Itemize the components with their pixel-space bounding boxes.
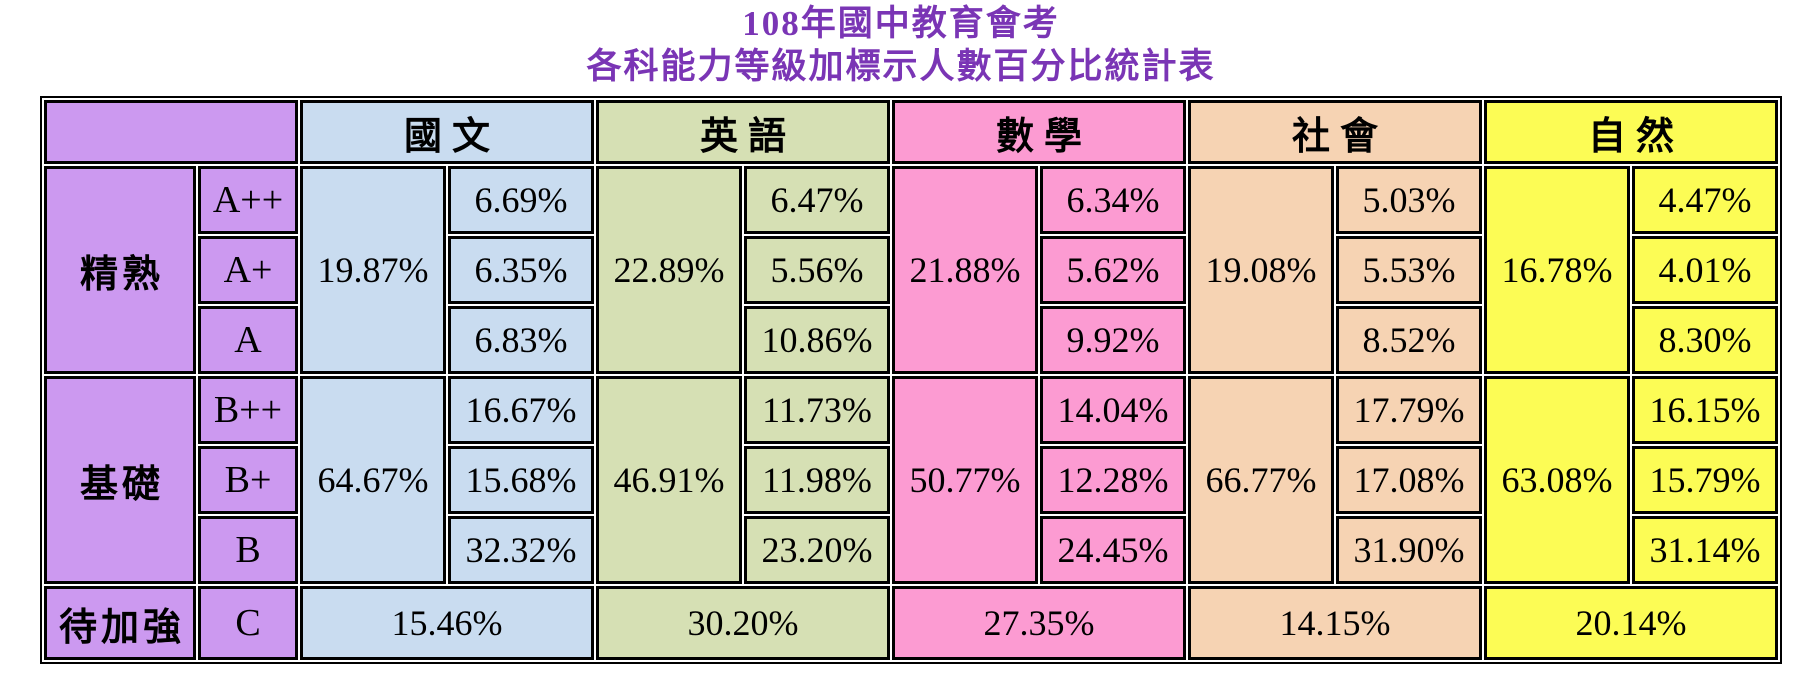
- table-header-row: 國文 英語 數學 社會 自然: [44, 100, 1778, 164]
- science-a-value: 8.30%: [1632, 306, 1778, 374]
- science-basic-total: 63.08%: [1484, 376, 1630, 584]
- grade-label-b-plus-plus: B++: [198, 376, 298, 444]
- chinese-b-plus-plus-value: 16.67%: [448, 376, 594, 444]
- english-basic-total: 46.91%: [596, 376, 742, 584]
- science-proficient-total: 16.78%: [1484, 166, 1630, 374]
- subject-header-science: 自然: [1484, 100, 1778, 164]
- group-label-basic: 基礎: [44, 376, 196, 584]
- math-a-value: 9.92%: [1040, 306, 1186, 374]
- science-c-value: 20.14%: [1484, 586, 1778, 660]
- math-b-plus-plus-value: 14.04%: [1040, 376, 1186, 444]
- science-b-plus-plus-value: 16.15%: [1632, 376, 1778, 444]
- subject-header-math: 數學: [892, 100, 1186, 164]
- math-a-plus-value: 5.62%: [1040, 236, 1186, 304]
- english-a-value: 10.86%: [744, 306, 890, 374]
- english-c-value: 30.20%: [596, 586, 890, 660]
- science-b-plus-value: 15.79%: [1632, 446, 1778, 514]
- corner-cell: [44, 100, 298, 164]
- science-b-value: 31.14%: [1632, 516, 1778, 584]
- exam-statistics-table: 國文 英語 數學 社會 自然 精熟 A++ 19.87% 6.69% 22.89…: [40, 96, 1782, 664]
- chinese-c-value: 15.46%: [300, 586, 594, 660]
- grade-label-b: B: [198, 516, 298, 584]
- row-a-plus-plus: 精熟 A++ 19.87% 6.69% 22.89% 6.47% 21.88% …: [44, 166, 1778, 374]
- chinese-basic-total: 64.67%: [300, 376, 446, 584]
- subject-header-english: 英語: [596, 100, 890, 164]
- grade-label-a-plus: A+: [198, 236, 298, 304]
- social-proficient-total: 19.08%: [1188, 166, 1334, 374]
- row-b-plus-plus: 基礎 B++ 64.67% 16.67% 46.91% 11.73% 50.77…: [44, 376, 1778, 584]
- english-proficient-total: 22.89%: [596, 166, 742, 374]
- science-a-plus-plus-value: 4.47%: [1632, 166, 1778, 234]
- chinese-a-plus-plus-value: 6.69%: [448, 166, 594, 234]
- grade-label-c: C: [198, 586, 298, 660]
- social-basic-total: 66.77%: [1188, 376, 1334, 584]
- group-label-proficient: 精熟: [44, 166, 196, 374]
- social-a-plus-plus-value: 5.03%: [1336, 166, 1482, 234]
- math-c-value: 27.35%: [892, 586, 1186, 660]
- chinese-a-plus-value: 6.35%: [448, 236, 594, 304]
- english-b-value: 23.20%: [744, 516, 890, 584]
- group-label-needs-improvement: 待加強: [44, 586, 196, 660]
- chinese-b-value: 32.32%: [448, 516, 594, 584]
- chinese-a-value: 6.83%: [448, 306, 594, 374]
- subject-header-social: 社會: [1188, 100, 1482, 164]
- math-proficient-total: 21.88%: [892, 166, 1038, 374]
- math-a-plus-plus-value: 6.34%: [1040, 166, 1186, 234]
- social-c-value: 14.15%: [1188, 586, 1482, 660]
- social-b-value: 31.90%: [1336, 516, 1482, 584]
- social-b-plus-plus-value: 17.79%: [1336, 376, 1482, 444]
- grade-label-b-plus: B+: [198, 446, 298, 514]
- social-a-plus-value: 5.53%: [1336, 236, 1482, 304]
- english-b-plus-plus-value: 11.73%: [744, 376, 890, 444]
- row-b-plus: B+ 15.68% 11.98% 12.28% 17.08% 15.79%: [44, 446, 1778, 514]
- row-a: A 6.83% 10.86% 9.92% 8.52% 8.30%: [44, 306, 1778, 374]
- english-a-plus-value: 5.56%: [744, 236, 890, 304]
- title-line-2: 各科能力等級加標示人數百分比統計表: [586, 47, 1216, 86]
- title-line-1: 108年國中教育會考: [742, 4, 1060, 43]
- social-a-value: 8.52%: [1336, 306, 1482, 374]
- row-c: 待加強 C 15.46% 30.20% 27.35% 14.15% 20.14%: [44, 586, 1778, 660]
- math-basic-total: 50.77%: [892, 376, 1038, 584]
- math-b-value: 24.45%: [1040, 516, 1186, 584]
- row-b: B 32.32% 23.20% 24.45% 31.90% 31.14%: [44, 516, 1778, 584]
- chinese-b-plus-value: 15.68%: [448, 446, 594, 514]
- subject-header-chinese: 國文: [300, 100, 594, 164]
- row-a-plus: A+ 6.35% 5.56% 5.62% 5.53% 4.01%: [44, 236, 1778, 304]
- social-b-plus-value: 17.08%: [1336, 446, 1482, 514]
- english-a-plus-plus-value: 6.47%: [744, 166, 890, 234]
- grade-label-a: A: [198, 306, 298, 374]
- english-b-plus-value: 11.98%: [744, 446, 890, 514]
- chinese-proficient-total: 19.87%: [300, 166, 446, 374]
- science-a-plus-value: 4.01%: [1632, 236, 1778, 304]
- math-b-plus-value: 12.28%: [1040, 446, 1186, 514]
- page-title: 108年國中教育會考 各科能力等級加標示人數百分比統計表: [0, 2, 1802, 88]
- grade-label-a-plus-plus: A++: [198, 166, 298, 234]
